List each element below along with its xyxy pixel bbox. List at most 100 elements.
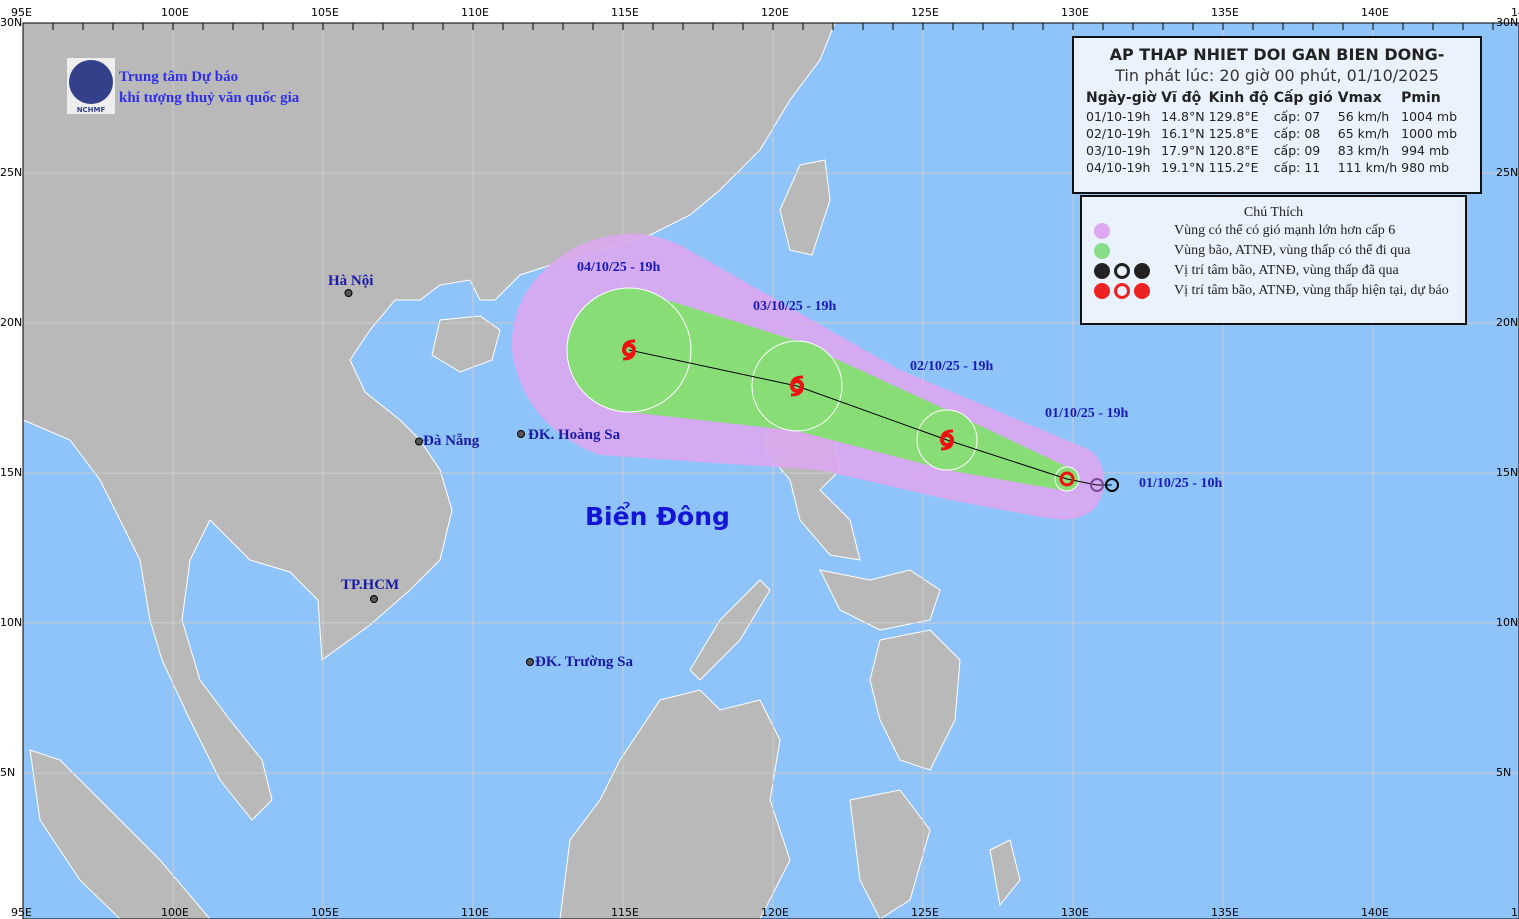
table-row: 04/10-19h 19.1°N 115.2°E cấp: 11 111 km/h 980…: [1084, 159, 1459, 176]
lon-label-top: 115E: [611, 6, 639, 19]
lat-label-right: 10N: [1496, 616, 1519, 629]
table-cell: 125.8°E: [1208, 126, 1259, 141]
label-truongsa: ĐK. Trường Sa: [535, 654, 634, 670]
map-frame: [22, 22, 1519, 919]
legend-title: Chú Thích: [1243, 205, 1304, 220]
borneo: [559, 689, 791, 919]
table-cell: 02/10-19h: [1086, 126, 1151, 141]
table-cell: 994 mb: [1401, 143, 1450, 158]
issued-time: Tin phát lúc: 20 giờ 00 phút, 01/10/2025: [1115, 66, 1439, 85]
legend-item: Vùng bão, ATNĐ, vùng thấp có thể đi qua: [1082, 241, 1465, 261]
forecast-table: Ngày-giờ Vĩ độ Kinh độ Cấp gió Vmax Pmin…: [1084, 89, 1459, 176]
track-label-0210: 02/10/25 - 19h: [910, 359, 994, 374]
table-row: 01/10-19h 14.8°N 129.8°E cấp: 07 56 km/h 1004…: [1084, 108, 1459, 125]
lat-label-left: 25N: [0, 166, 23, 179]
city-marker: [517, 430, 525, 438]
track-label-0310: 03/10/25 - 19h: [753, 299, 837, 314]
city-marker: [370, 595, 378, 603]
legend-label: Vùng bão, ATNĐ, vùng thấp có thể đi qua: [1174, 243, 1411, 258]
track-label-0110-10h: 01/10/25 - 10h: [1139, 476, 1223, 491]
depression-current-icon: [1114, 283, 1130, 299]
lon-label-bottom: 115E: [611, 906, 639, 919]
legend-label: Vùng có thể có gió mạnh lớn hơn cấp 6: [1174, 223, 1396, 238]
track-line: [628, 349, 1098, 486]
lon-label-bottom: 130E: [1061, 906, 1089, 919]
org-line1: Trung tâm Dự báo: [119, 69, 239, 85]
lat-label-left: 20N: [0, 316, 23, 329]
legend-item: Vị trí tâm bão, ATNĐ, vùng thấp hiện tại…: [1082, 281, 1465, 301]
table-row: 02/10-19h 16.1°N 125.8°E cấp: 08 65 km/h 1000…: [1084, 125, 1459, 142]
col-wind-level: Cấp gió: [1273, 90, 1333, 106]
city-marker: [526, 658, 534, 666]
sulawesi: [849, 789, 931, 919]
storm-title: AP THAP NHIET DOI GAN BIEN DONG-: [1109, 45, 1445, 64]
lat-label-left: 5N: [0, 766, 16, 779]
table-cell: 01/10-19h: [1086, 109, 1151, 124]
lat-label-right: 25N: [1496, 166, 1519, 179]
table-cell: 1004 mb: [1401, 109, 1458, 124]
lon-label-top: 105E: [311, 6, 339, 19]
lat-label-left: 15N: [0, 466, 23, 479]
lat-label-left: 10N: [0, 616, 23, 629]
nchmf-logo: NCHMF: [67, 58, 115, 114]
past-position-icon: [1090, 478, 1104, 492]
past-position-icon: [1105, 478, 1119, 492]
lat-label-right: 15N: [1496, 466, 1519, 479]
lat-label-left: 30N: [0, 16, 23, 29]
table-cell: 14.8°N: [1161, 109, 1205, 124]
table-cell: 129.8°E: [1208, 109, 1259, 124]
lat-label-right: 30N: [1496, 16, 1519, 29]
hainan: [431, 315, 501, 373]
track-label-0410: 04/10/25 - 19h: [577, 260, 661, 275]
lon-label-bottom: 95E: [11, 906, 32, 919]
depression-position-icon: [1059, 471, 1075, 487]
depression-past-icon: [1114, 263, 1130, 279]
taiwan: [779, 159, 831, 256]
col-lat: Vĩ độ: [1161, 90, 1202, 106]
legend-item: Vùng có thể có gió mạnh lớn hơn cấp 6: [1082, 221, 1465, 241]
storm-current-icon: [1094, 283, 1110, 299]
lon-label-top: 95E: [11, 6, 32, 19]
sumatra: [29, 749, 211, 919]
label-hcm: TP.HCM: [341, 577, 400, 593]
lat-label-right: 20N: [1496, 316, 1519, 329]
palawan: [689, 579, 771, 681]
new-guinea-tip: [989, 839, 1021, 907]
table-cell: 19.1°N: [1161, 160, 1205, 175]
info-box: AP THAP NHIET DOI GAN BIEN DONG- Tin phá…: [1072, 36, 1482, 194]
table-cell: 56 km/h: [1337, 109, 1390, 124]
lon-label-top: 130E: [1061, 6, 1089, 19]
table-cell: 65 km/h: [1337, 126, 1390, 141]
lat-label-right: 5N: [1496, 766, 1512, 779]
org-name: Trung tâm Dự báo khí tượng thuỷ văn quốc…: [119, 67, 299, 109]
table-cell: 115.2°E: [1208, 160, 1259, 175]
storm-position-icon: [622, 339, 636, 361]
lon-label-top: 120E: [761, 6, 789, 19]
lon-label-bottom: 140E: [1361, 906, 1389, 919]
table-cell: 980 mb: [1401, 160, 1450, 175]
purple-dot-icon: [1094, 223, 1110, 239]
logo-text: NCHMF: [76, 106, 106, 114]
legend-label: Vị trí tâm bão, ATNĐ, vùng thấp đã qua: [1174, 263, 1399, 278]
low-current-icon: [1134, 283, 1150, 299]
col-vmax: Vmax: [1337, 90, 1382, 106]
storm-position-icon: [940, 429, 954, 451]
table-cell: 17.9°N: [1161, 143, 1205, 158]
lon-label-top: 135E: [1211, 6, 1239, 19]
table-header: Ngày-giờ Vĩ độ Kinh độ Cấp gió Vmax Pmin: [1084, 89, 1459, 108]
table-cell: 120.8°E: [1208, 143, 1259, 158]
label-danang: Đà Nẵng: [423, 433, 480, 449]
city-marker: [415, 437, 423, 446]
storm-position-icon: [790, 375, 804, 397]
table-cell: 16.1°N: [1161, 126, 1205, 141]
lon-label-bottom: 135E: [1211, 906, 1239, 919]
land: [22, 22, 1021, 919]
hoangsa-text: ĐK. Hoàng Sa: [528, 427, 621, 443]
legend-box: Chú Thích Vùng có thể có gió mạnh lớn hơ…: [1080, 195, 1467, 325]
lon-label-bottom: 110E: [461, 906, 489, 919]
lon-label-top: 140E: [1361, 6, 1389, 19]
lon-label-top: 145E: [1511, 6, 1519, 19]
lon-label-bottom: 125E: [911, 906, 939, 919]
legend-item: Vị trí tâm bão, ATNĐ, vùng thấp đã qua: [1082, 261, 1465, 281]
